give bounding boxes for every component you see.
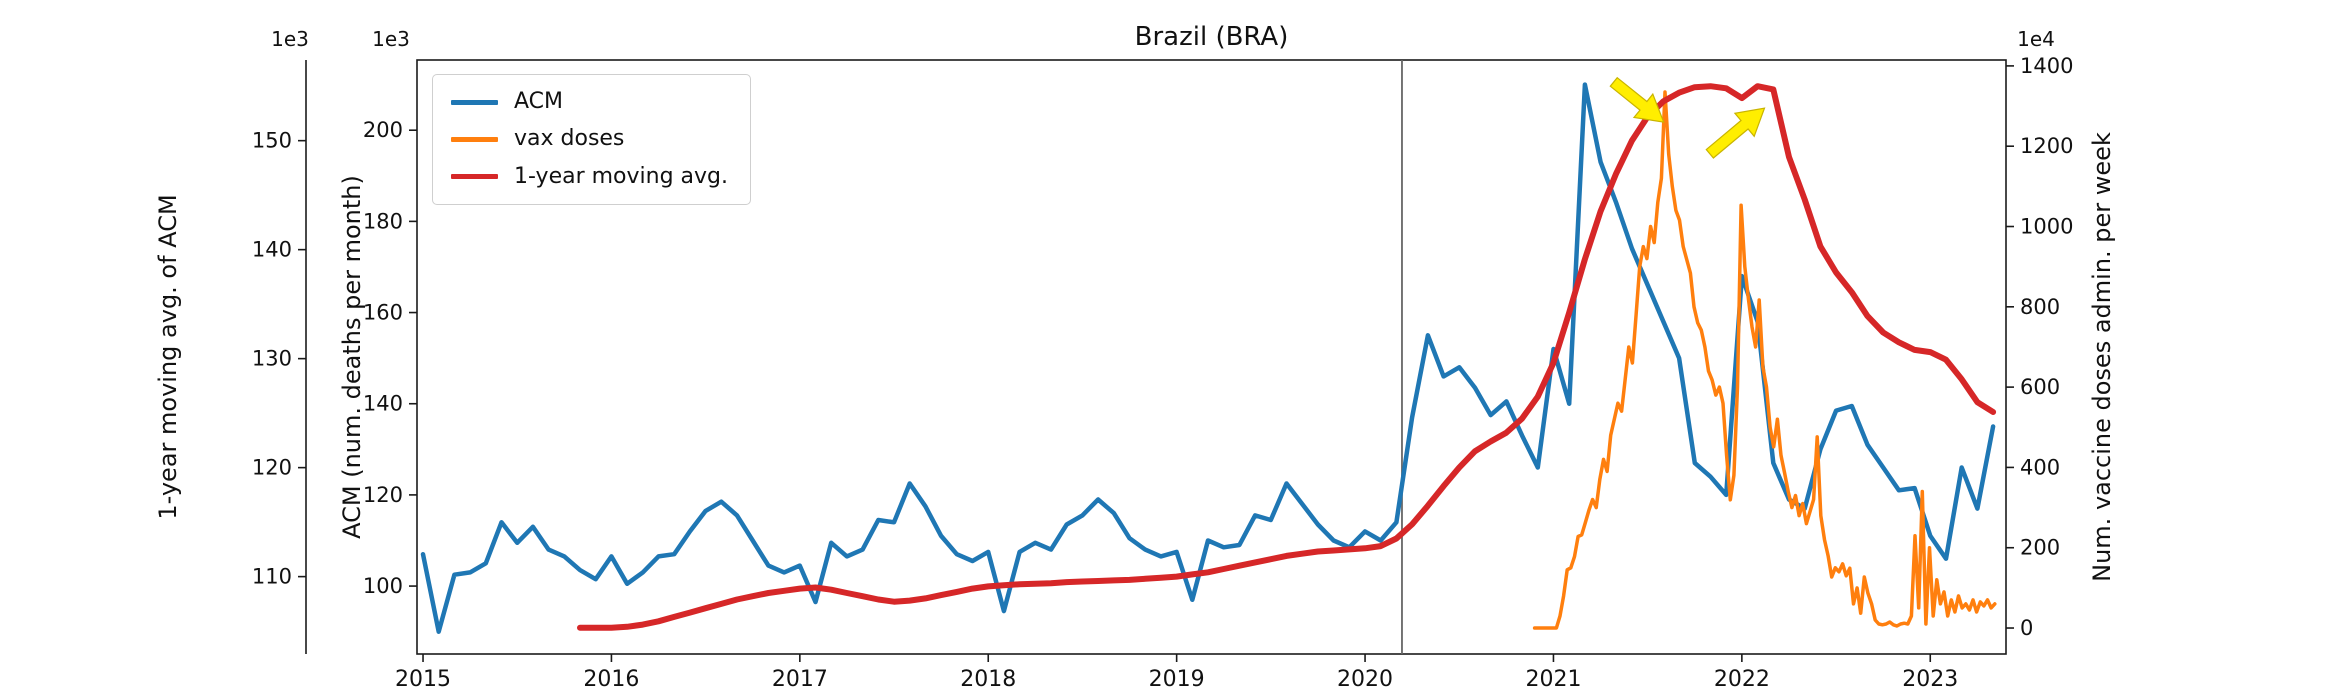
- offset-text-vax-1e4: 1e4: [2017, 27, 2055, 51]
- chart-title: Brazil (BRA): [1134, 22, 1289, 52]
- legend-label-acm: ACM: [514, 89, 564, 114]
- vax-tick-label: 600: [2020, 375, 2060, 399]
- acm-tick-label: 200: [363, 118, 403, 142]
- y-axis-label-moving-avg: 1-year moving avg. of ACM: [154, 194, 182, 520]
- acm-tick-label: 140: [363, 392, 403, 416]
- acm-tick-label: 120: [363, 483, 403, 507]
- legend-line-swatch-moving-avg: [451, 174, 498, 180]
- x-tick-label: 2018: [960, 667, 1016, 692]
- series-line-1-year-moving-avg-: [577, 83, 1997, 631]
- mavg-tick-label: 130: [252, 347, 292, 371]
- acm-tick-label: 180: [363, 209, 403, 233]
- offset-text-acm-1e3: 1e3: [372, 27, 410, 51]
- x-tick-label: 2022: [1714, 667, 1770, 692]
- legend: ACM vax doses 1-year moving avg.: [432, 74, 752, 206]
- legend-label-vax-doses: vax doses: [514, 126, 625, 152]
- vax-tick-label: 1200: [2020, 134, 2073, 158]
- vax-tick-label: 1000: [2020, 215, 2073, 239]
- plot-box-spines: [416, 59, 2007, 655]
- mavg-tick-label: 110: [252, 565, 292, 589]
- series-line-vax-doses: [1532, 90, 1997, 630]
- x-tick-label: 2017: [772, 667, 828, 692]
- vax-tick-label: 1400: [2020, 54, 2073, 78]
- legend-line-swatch-acm: [451, 99, 498, 105]
- vax-tick-label: 800: [2020, 295, 2060, 319]
- mavg-tick-label: 150: [252, 129, 292, 153]
- legend-label-moving-avg: 1-year moving avg.: [514, 163, 729, 189]
- x-tick-label: 2019: [1149, 667, 1205, 692]
- acm-tick-label: 100: [363, 574, 403, 598]
- x-tick-label: 2023: [1902, 667, 1958, 692]
- vax-peak-arrow: [1609, 76, 1665, 123]
- y-axis-label-acm: ACM (num. deaths per month): [338, 175, 366, 539]
- x-tick-label: 2016: [583, 667, 639, 692]
- vax-tick-label: 0: [2020, 616, 2033, 640]
- acm-tick-label: 160: [363, 301, 403, 325]
- series-line-acm: [420, 82, 1996, 634]
- mavg-drop-arrow: [1705, 107, 1766, 159]
- y-axis-label-vax: Num. vaccine doses admin. per week: [2088, 132, 2116, 582]
- x-tick-label: 2015: [395, 667, 451, 692]
- x-tick-label: 2020: [1337, 667, 1393, 692]
- offset-text-mavg-1e3: 1e3: [271, 27, 309, 51]
- x-tick-label: 2021: [1525, 667, 1581, 692]
- mavg-tick-label: 140: [252, 238, 292, 262]
- legend-item-moving-avg: 1-year moving avg.: [451, 164, 728, 190]
- mavg-tick-label: 120: [252, 456, 292, 480]
- vax-tick-label: 400: [2020, 455, 2060, 479]
- vax-tick-label: 200: [2020, 536, 2060, 560]
- legend-item-acm: ACM: [451, 89, 728, 115]
- legend-line-swatch-vax-doses: [451, 137, 498, 143]
- legend-item-vax-doses: vax doses: [451, 126, 728, 152]
